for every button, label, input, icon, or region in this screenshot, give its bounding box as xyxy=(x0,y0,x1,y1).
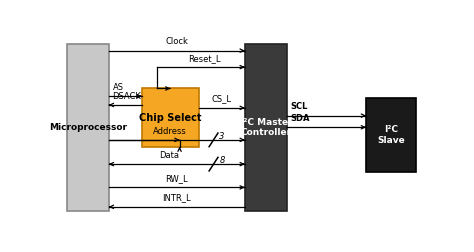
Bar xyxy=(142,88,199,147)
Text: Chip Select: Chip Select xyxy=(139,113,201,122)
Text: SDA: SDA xyxy=(290,114,310,123)
Text: I²C
Slave: I²C Slave xyxy=(377,125,405,145)
Bar xyxy=(66,44,109,211)
Text: 3: 3 xyxy=(219,132,225,141)
Text: CS_L: CS_L xyxy=(212,94,232,104)
Text: DSACK: DSACK xyxy=(112,92,141,101)
Text: Clock: Clock xyxy=(165,37,188,46)
Text: I²C Master
Controller: I²C Master Controller xyxy=(239,118,292,137)
Text: 8: 8 xyxy=(219,156,225,165)
Text: Microprocessor: Microprocessor xyxy=(49,123,127,132)
Text: Data: Data xyxy=(159,151,180,160)
Bar xyxy=(245,44,287,211)
Text: AS: AS xyxy=(112,83,124,92)
Text: Address: Address xyxy=(153,127,186,136)
Text: INTR_L: INTR_L xyxy=(163,194,191,203)
Text: RW_L: RW_L xyxy=(165,174,188,183)
Bar xyxy=(366,98,416,172)
Text: SCL: SCL xyxy=(290,102,307,111)
Text: Reset_L: Reset_L xyxy=(188,54,220,63)
